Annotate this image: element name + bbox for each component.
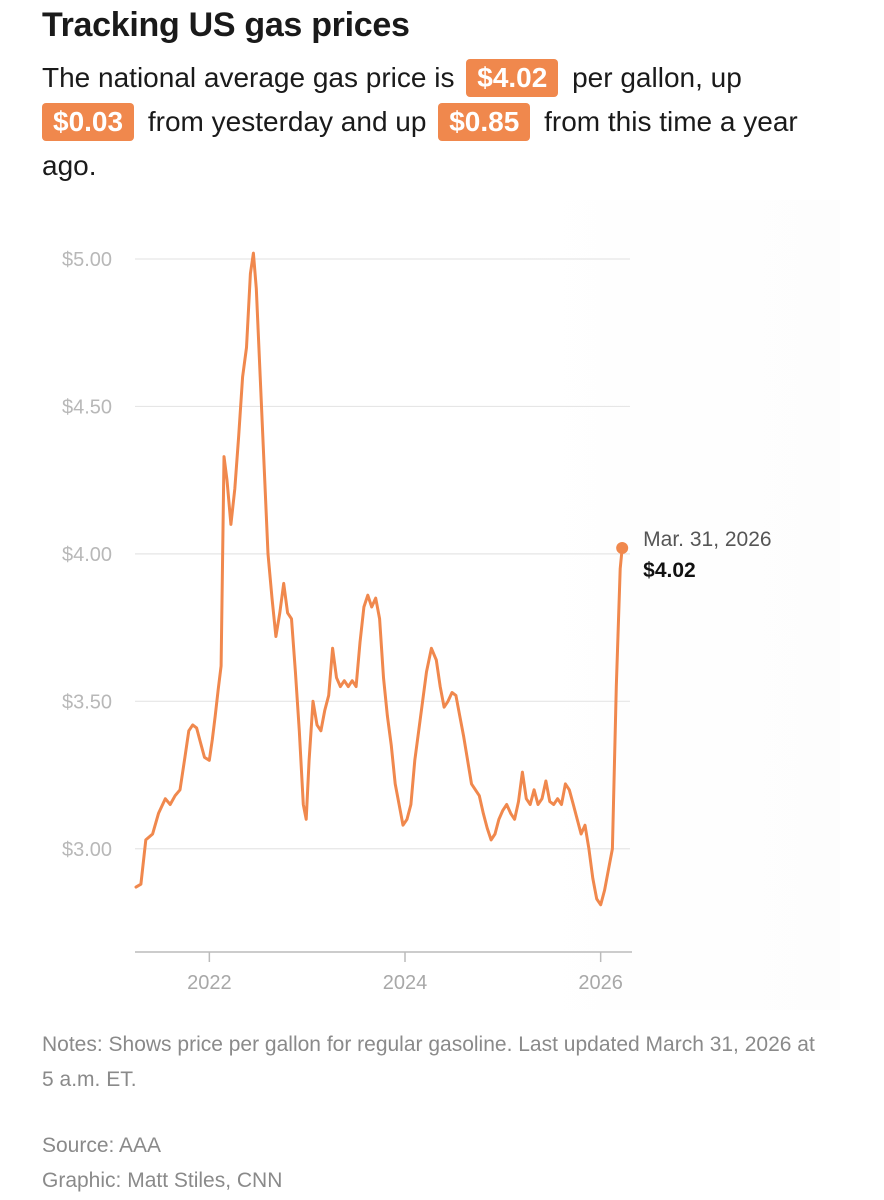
- intro-segment-4: from this time a year ago.: [42, 106, 798, 181]
- y-axis-ticks: $5.00 $4.50 $4.00 $3.50 $3.00: [62, 249, 112, 861]
- intro-text: The national average gas price is $4.02 …: [42, 56, 842, 188]
- current-price-badge: $4.02: [466, 59, 559, 97]
- intro-segment-1: The national average gas price is: [42, 62, 455, 93]
- annotation-date: Mar. 31, 2026: [643, 528, 771, 551]
- yearly-change-badge: $0.85: [438, 103, 531, 141]
- chart-title: Tracking US gas prices: [42, 6, 410, 44]
- y-tick-label: $3.00: [62, 839, 112, 861]
- annotation-value: $4.02: [643, 559, 696, 582]
- daily-change-badge: $0.03: [42, 103, 135, 141]
- chart-area: $5.00 $4.50 $4.00 $3.50 $3.00 2022 2024 2026 M…: [40, 200, 840, 1010]
- source-credit: Source: AAA: [42, 1134, 162, 1157]
- intro-segment-2: per gallon, up: [572, 62, 742, 93]
- price-series: [134, 251, 624, 907]
- price-line: [134, 251, 624, 907]
- gas-price-line-chart: $5.00 $4.50 $4.00 $3.50 $3.00 2022 2024 2026 M…: [62, 249, 772, 994]
- x-tick-label: 2026: [578, 972, 623, 994]
- chart-credits: Source: AAA Graphic: Matt Stiles, CNN: [42, 1128, 282, 1198]
- x-tick-label: 2022: [187, 972, 232, 994]
- y-tick-label: $4.50: [62, 396, 112, 418]
- y-tick-label: $3.50: [62, 691, 112, 713]
- graphic-credit: Graphic: Matt Stiles, CNN: [42, 1169, 283, 1192]
- y-tick-label: $5.00: [62, 249, 112, 271]
- y-tick-label: $4.00: [62, 544, 112, 566]
- latest-annotation: Mar. 31, 2026 $4.02: [616, 528, 772, 582]
- intro-segment-3: from yesterday and up: [147, 106, 427, 137]
- x-axis: 2022 2024 2026: [135, 951, 632, 994]
- x-tick-label: 2024: [383, 972, 428, 994]
- chart-notes: Notes: Shows price per gallon for regula…: [42, 1033, 815, 1091]
- latest-point-marker: [616, 541, 629, 554]
